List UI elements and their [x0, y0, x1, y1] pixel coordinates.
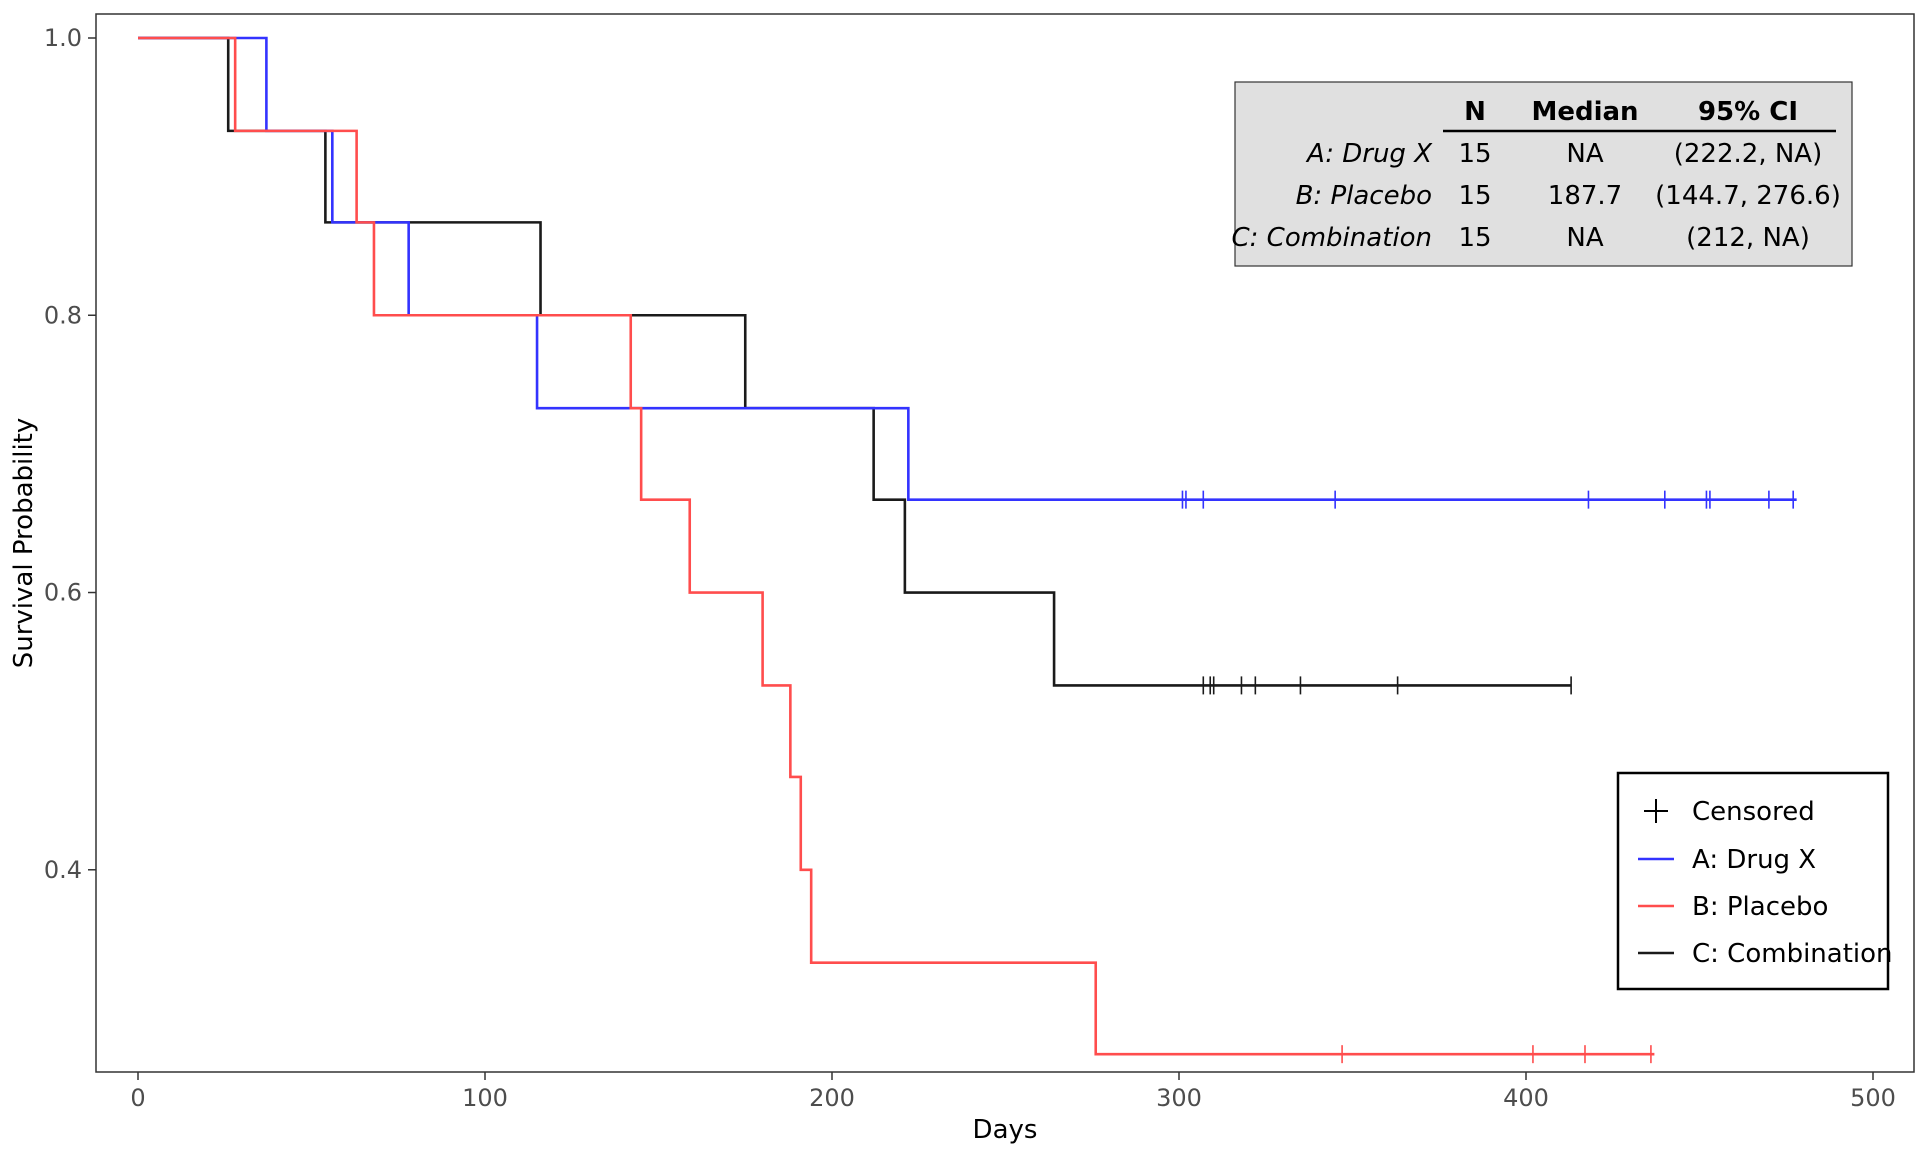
- y-tick-label: 0.6: [44, 579, 82, 607]
- y-tick-label: 0.8: [44, 301, 82, 329]
- series-line-b-placebo: [138, 36, 1655, 1056]
- table-row-ci: (144.7, 276.6): [1655, 181, 1841, 211]
- table-row-n: 15: [1458, 223, 1491, 253]
- legend-label-censored: Censored: [1692, 797, 1815, 827]
- table-row-name: B: Placebo: [1296, 181, 1432, 211]
- x-tick-label: 500: [1850, 1084, 1896, 1112]
- table-row-name: C: Combination: [1231, 223, 1432, 253]
- table-row-ci: (222.2, NA): [1674, 139, 1822, 169]
- table-row-median: NA: [1566, 223, 1603, 253]
- series-lines: [138, 36, 1797, 1056]
- series-line-a-drug-x: [138, 36, 1797, 501]
- x-tick-label: 200: [809, 1084, 855, 1112]
- summary-table-box: [1234, 81, 1853, 267]
- y-tick-label: 1.0: [44, 24, 82, 52]
- x-tick-label: 100: [462, 1084, 508, 1112]
- legend-label-drug-x: A: Drug X: [1692, 845, 1816, 875]
- censor-marks: [1181, 490, 1794, 1064]
- y-tick-label: 0.4: [44, 856, 82, 884]
- x-tick-label: 300: [1156, 1084, 1202, 1112]
- summary-table: N Median 95% CI A: Drug X 15 NA (222.2, …: [1231, 81, 1853, 267]
- axis-ticks: 0 100 200 300 400 500 0.4 0.6 0.8 1.0: [44, 24, 1896, 1112]
- x-axis-title: Days: [973, 1115, 1038, 1145]
- table-row-median: NA: [1566, 139, 1603, 169]
- table-header-ci: 95% CI: [1698, 97, 1798, 127]
- y-axis-title: Survival Probability: [9, 418, 39, 669]
- x-tick-label: 400: [1503, 1084, 1549, 1112]
- legend-label-placebo: B: Placebo: [1692, 892, 1828, 922]
- table-row-ci: (212, NA): [1686, 223, 1810, 253]
- table-row-name: A: Drug X: [1305, 139, 1433, 169]
- table-row-median: 187.7: [1548, 181, 1622, 211]
- table-header-n: N: [1464, 97, 1486, 127]
- table-row-n: 15: [1458, 181, 1491, 211]
- legend: Censored A: Drug X B: Placebo C: Combina…: [1616, 771, 1893, 991]
- table-row-n: 15: [1458, 139, 1491, 169]
- legend-censored-icon: [1644, 799, 1668, 823]
- legend-label-combination: C: Combination: [1692, 939, 1893, 969]
- x-tick-label: 0: [130, 1084, 145, 1112]
- table-header-median: Median: [1531, 97, 1638, 127]
